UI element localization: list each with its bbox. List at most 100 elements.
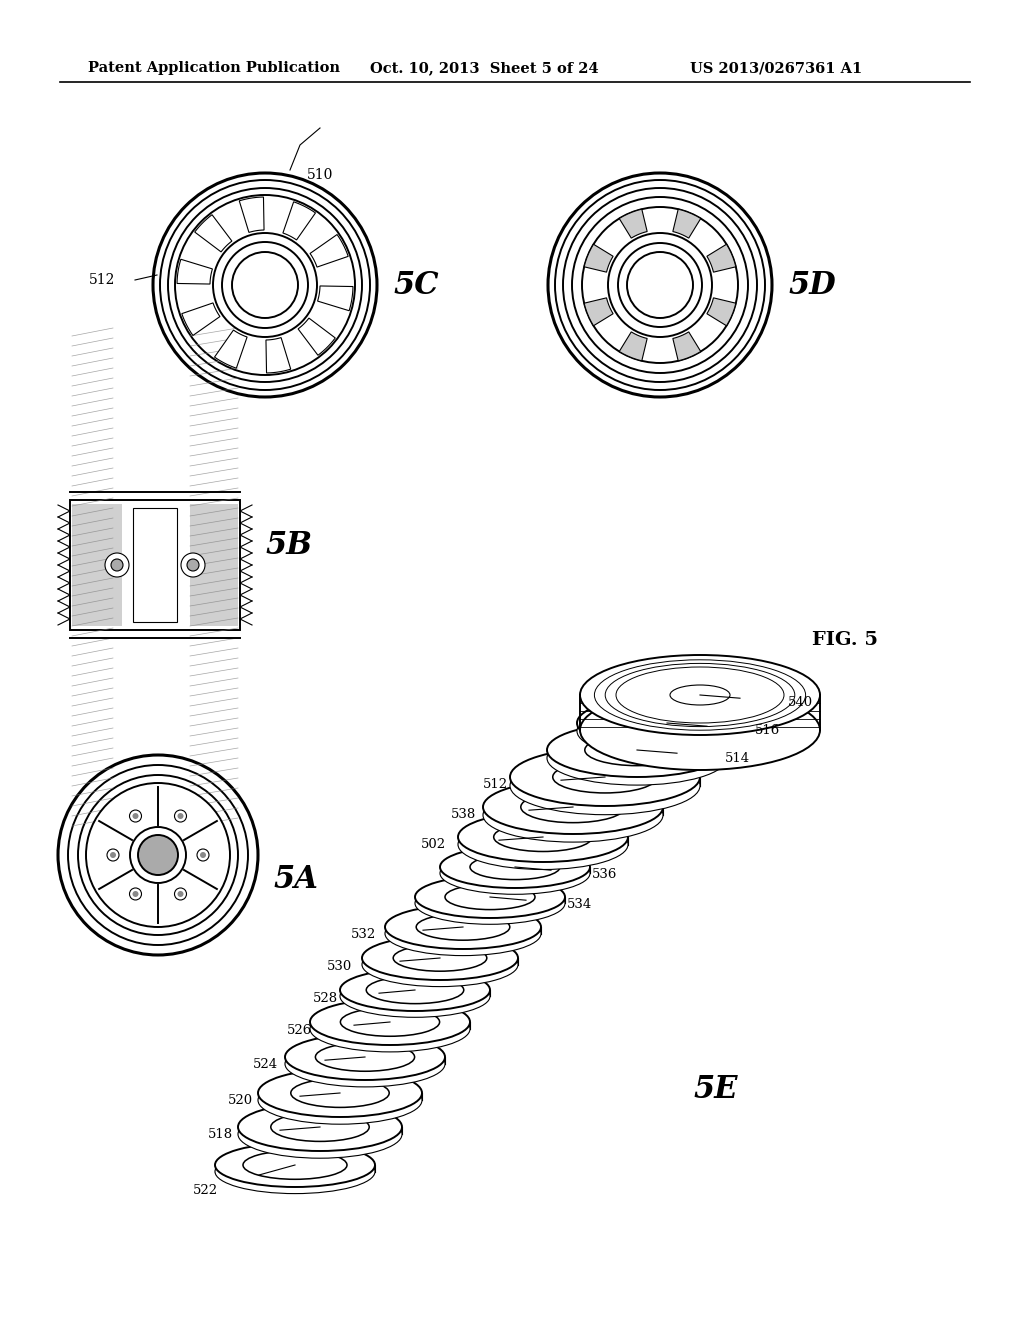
Circle shape [177,813,183,818]
Ellipse shape [614,708,719,739]
Circle shape [132,891,138,898]
Circle shape [174,888,186,900]
Polygon shape [195,215,231,252]
Ellipse shape [416,920,510,946]
Text: 506: 506 [617,784,643,796]
Polygon shape [283,202,315,240]
Ellipse shape [440,846,590,888]
Text: Patent Application Publication: Patent Application Publication [88,61,340,75]
Text: 534: 534 [567,899,593,912]
Ellipse shape [580,655,820,735]
Circle shape [58,755,258,954]
Circle shape [572,197,748,374]
Polygon shape [707,244,736,272]
Ellipse shape [385,906,541,949]
Polygon shape [707,298,736,326]
Circle shape [627,252,693,318]
Text: 5D: 5D [788,269,836,301]
Text: 538: 538 [451,808,475,821]
Polygon shape [182,302,220,335]
Ellipse shape [494,822,592,851]
Polygon shape [177,259,212,284]
Text: US 2013/0267361 A1: US 2013/0267361 A1 [690,61,862,75]
Ellipse shape [614,715,719,747]
Text: 524: 524 [253,1059,278,1072]
Text: 522: 522 [193,1184,217,1196]
Text: 5C: 5C [393,269,438,301]
Text: 540: 540 [787,697,813,710]
Circle shape [106,849,119,861]
Polygon shape [620,209,647,238]
Polygon shape [584,244,613,272]
Polygon shape [673,209,700,238]
Circle shape [86,783,230,927]
Ellipse shape [440,853,590,895]
Ellipse shape [362,936,518,979]
Polygon shape [214,330,247,368]
Ellipse shape [580,690,820,770]
Polygon shape [240,197,264,232]
Circle shape [177,891,183,898]
Ellipse shape [553,770,657,801]
Circle shape [200,851,206,858]
Ellipse shape [483,788,663,842]
Ellipse shape [445,891,535,916]
Circle shape [213,234,317,337]
Bar [72,504,122,626]
Text: FIG. 5: FIG. 5 [812,631,878,649]
Ellipse shape [470,861,560,886]
Polygon shape [673,331,700,360]
Circle shape [130,828,186,883]
Ellipse shape [585,742,689,774]
Circle shape [110,851,116,858]
Ellipse shape [547,731,727,785]
Ellipse shape [416,913,510,940]
Bar [70,500,240,630]
Ellipse shape [510,748,700,807]
Ellipse shape [547,723,727,777]
Text: 536: 536 [592,869,617,882]
Ellipse shape [483,780,663,834]
Polygon shape [266,338,291,374]
Ellipse shape [415,882,565,924]
Circle shape [222,242,308,327]
Ellipse shape [315,1043,415,1072]
Ellipse shape [258,1069,422,1117]
Circle shape [548,173,772,397]
Text: 514: 514 [724,751,750,764]
Ellipse shape [521,800,626,830]
Text: 530: 530 [328,960,352,973]
Circle shape [111,558,123,572]
Ellipse shape [270,1119,370,1148]
Ellipse shape [315,1049,415,1078]
Ellipse shape [510,756,700,814]
Ellipse shape [340,975,490,1018]
Ellipse shape [215,1143,375,1187]
Text: 510: 510 [307,168,333,182]
Circle shape [153,173,377,397]
Ellipse shape [285,1034,445,1080]
Text: 5A: 5A [273,865,317,895]
Ellipse shape [340,969,490,1011]
Circle shape [105,553,129,577]
Ellipse shape [553,762,657,793]
Ellipse shape [238,1104,402,1151]
Ellipse shape [291,1086,389,1114]
Ellipse shape [577,696,757,750]
Circle shape [197,849,209,861]
Circle shape [129,888,141,900]
Ellipse shape [340,1015,439,1043]
Polygon shape [298,318,335,355]
Polygon shape [584,298,613,326]
Text: 5B: 5B [265,529,312,561]
Text: 512: 512 [482,779,508,792]
Circle shape [174,810,186,822]
Polygon shape [310,235,348,267]
Text: 5E: 5E [693,1074,737,1106]
Ellipse shape [285,1041,445,1086]
Circle shape [129,810,141,822]
Ellipse shape [670,685,730,705]
Text: 512: 512 [89,273,115,286]
Circle shape [232,252,298,318]
Ellipse shape [577,704,757,758]
